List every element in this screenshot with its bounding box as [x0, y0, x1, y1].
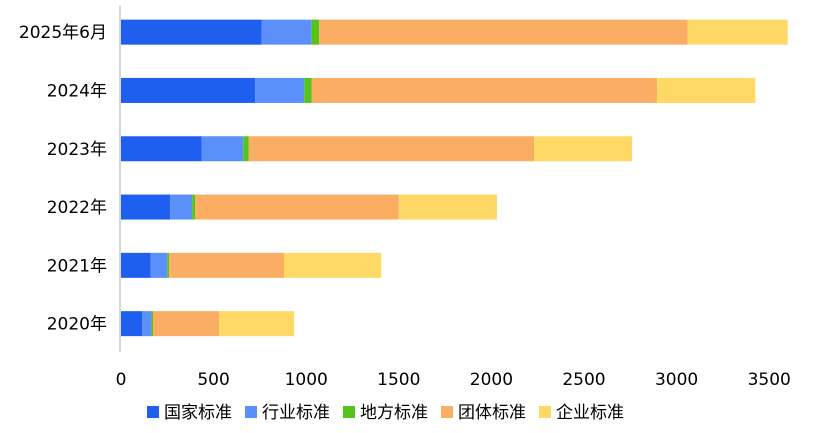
category-label: 2020年 — [47, 315, 107, 335]
bar-group — [121, 311, 295, 337]
bar-segment — [398, 194, 497, 220]
x-tick-label: 2000 — [470, 370, 513, 390]
bar-segment — [261, 19, 312, 45]
x-tick-label: 2500 — [562, 370, 605, 390]
bar-group — [121, 252, 382, 278]
bar-segment — [121, 311, 143, 337]
bar-segment — [121, 252, 151, 278]
bar-segment — [319, 19, 688, 45]
x-tick-label: 3000 — [655, 370, 698, 390]
bar-segment — [201, 136, 244, 162]
x-tick-label: 1000 — [285, 370, 328, 390]
x-tick-label: 3500 — [748, 370, 791, 390]
bar-segment — [121, 77, 256, 103]
category-label: 2025年6月 — [19, 23, 107, 43]
legend-item: 地方标准 — [343, 403, 428, 423]
bar-segment — [243, 136, 249, 162]
y-axis-category-labels: 2025年6月 2024年 2023年 2022年 2021年 2020年 — [19, 23, 107, 335]
bar-segment — [153, 311, 220, 337]
bar-segment — [169, 252, 284, 278]
bars-layer — [121, 19, 788, 337]
legend-swatch — [441, 406, 453, 418]
legend-swatch — [539, 406, 551, 418]
legend-label: 行业标准 — [262, 403, 330, 423]
bar-group — [121, 19, 788, 45]
bar-segment — [255, 77, 305, 103]
bar-group — [121, 194, 497, 220]
bar-segment — [195, 194, 399, 220]
legend-label: 企业标准 — [556, 403, 624, 423]
bar-segment — [248, 136, 535, 162]
bar-segment — [304, 77, 312, 103]
bar-group — [121, 136, 633, 162]
bar-segment — [121, 136, 202, 162]
legend-item: 企业标准 — [539, 403, 624, 423]
legend-swatch — [147, 406, 159, 418]
category-label: 2022年 — [47, 198, 107, 218]
category-label: 2023年 — [47, 140, 107, 160]
bar-segment — [657, 77, 756, 103]
bar-segment — [150, 252, 168, 278]
legend-swatch — [343, 406, 355, 418]
bar-segment — [311, 77, 658, 103]
legend-item: 行业标准 — [245, 403, 330, 423]
bar-segment — [142, 311, 152, 337]
bar-segment — [121, 19, 262, 45]
legend-label: 团体标准 — [458, 403, 526, 423]
legend: 国家标准 行业标准 地方标准 团体标准 企业标准 — [147, 403, 624, 423]
category-label: 2021年 — [47, 256, 107, 276]
legend-swatch — [245, 406, 257, 418]
x-tick-label: 1500 — [377, 370, 420, 390]
x-tick-label: 500 — [197, 370, 229, 390]
x-tick-label: 0 — [116, 370, 127, 390]
legend-label: 国家标准 — [164, 403, 232, 423]
bar-segment — [311, 19, 320, 45]
legend-label: 地方标准 — [360, 403, 428, 423]
x-axis-tick-labels: 0 500 1000 1500 2000 2500 3000 3500 — [116, 370, 791, 390]
bar-segment — [534, 136, 633, 162]
legend-item: 国家标准 — [147, 403, 232, 423]
bar-segment — [283, 252, 382, 278]
bar-segment — [167, 252, 170, 278]
bar-segment — [219, 311, 295, 337]
bar-segment — [170, 194, 193, 220]
bar-segment — [151, 311, 154, 337]
bar-segment — [687, 19, 788, 45]
bar-segment — [192, 194, 196, 220]
bar-group — [121, 77, 756, 103]
category-label: 2024年 — [47, 81, 107, 101]
bar-segment — [121, 194, 171, 220]
legend-item: 团体标准 — [441, 403, 526, 423]
